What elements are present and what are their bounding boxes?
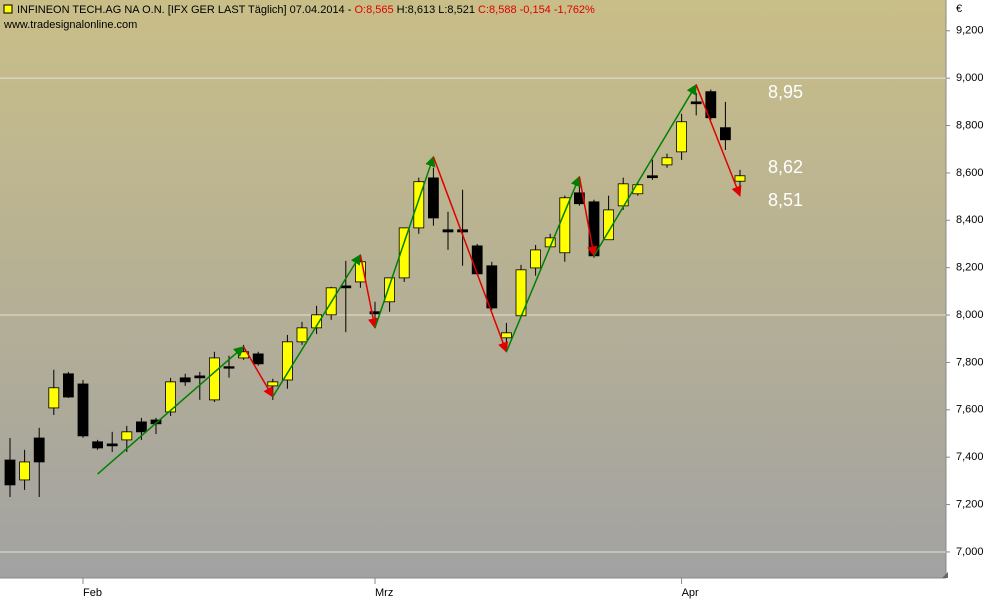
candle-body (530, 249, 541, 269)
zigzag-segment (695, 84, 742, 197)
candle-body (705, 91, 717, 119)
y-tick-label: 7,800 (956, 356, 984, 368)
candle-body (427, 177, 439, 219)
candle-body (106, 443, 118, 447)
candle-body (63, 373, 74, 398)
candle-body (19, 461, 31, 481)
resize-grip (942, 572, 948, 578)
candle-body (252, 353, 264, 365)
candle-body (121, 431, 133, 441)
candle-body (486, 265, 498, 309)
candle-body (77, 383, 89, 437)
candle-body (267, 381, 279, 387)
candle-body (413, 181, 425, 229)
subtitle: www.tradesignalonline.com (3, 19, 137, 31)
annotation: 8,62 (768, 157, 803, 177)
candle-body (135, 421, 147, 433)
zigzag-segment (272, 253, 362, 398)
annotation: 8,95 (768, 82, 803, 102)
zigzag-segment (505, 175, 581, 353)
header-high-low: H:8,613 L:8,521 (397, 4, 475, 16)
candle-body (471, 245, 483, 275)
candle-body (661, 157, 673, 166)
candle-body (194, 375, 206, 379)
candle-body (296, 327, 308, 343)
candle-body (340, 285, 352, 289)
candle-body (632, 184, 644, 195)
y-tick-label: 8,000 (956, 309, 984, 321)
y-tick-label: 8,800 (956, 119, 984, 131)
candle-body (500, 332, 512, 339)
y-axis-panel (946, 0, 1000, 600)
y-tick-label: 7,600 (956, 404, 984, 416)
x-tick-label: Apr (682, 587, 699, 599)
plot-area (0, 0, 946, 578)
candle-body (165, 381, 177, 413)
candle-body (734, 175, 746, 182)
zigzag-segment (432, 156, 509, 353)
candle-body (720, 127, 731, 141)
y-tick-label: 7,400 (956, 451, 984, 463)
candle-body (208, 357, 220, 401)
candle-body (442, 229, 454, 233)
candle-body (588, 201, 600, 257)
zigzag-segment (374, 155, 436, 329)
candle-body (281, 341, 293, 381)
header: INFINEON TECH.AG NA O.N. [IFX GER LAST T… (17, 4, 595, 16)
candle-body (603, 209, 614, 241)
candle-body (559, 197, 571, 254)
candle-body (311, 314, 323, 329)
y-tick-label: 7,000 (956, 546, 984, 558)
header-close: C:8,588 -0,154 -1,762% (478, 4, 595, 16)
y-tick-label: 7,200 (956, 498, 984, 510)
candle-body (457, 229, 469, 233)
candle-body (676, 121, 687, 153)
zigzag-segment (242, 346, 274, 398)
y-tick-label: 8,600 (956, 167, 984, 179)
x-tick-label: Mrz (375, 587, 393, 599)
zigzag-segment (578, 176, 598, 257)
candle-body (223, 366, 235, 369)
candle-body (690, 101, 702, 105)
y-tick-label: 8,400 (956, 214, 984, 226)
x-tick-label: Feb (83, 587, 102, 599)
candle-body (179, 377, 191, 383)
candle-body (647, 175, 658, 179)
candle-body (384, 277, 396, 303)
zigzag-segment (359, 254, 379, 329)
header-open: O:8,565 (354, 4, 393, 16)
candle-body (92, 441, 103, 449)
y-tick-label: 9,200 (956, 25, 984, 37)
symbol-icon (3, 4, 13, 14)
y-tick-label: 9,000 (956, 72, 984, 84)
zigzag-segment (97, 346, 245, 475)
x-axis-panel (0, 578, 946, 600)
candle-body (48, 387, 60, 409)
candle-body (33, 437, 45, 463)
candle-body (398, 227, 410, 279)
zigzag-segment (593, 83, 697, 257)
candle-body (4, 459, 16, 486)
annotation: 8,51 (768, 190, 803, 210)
currency: € (956, 3, 962, 15)
header-symbol: INFINEON TECH.AG NA O.N. [IFX GER LAST T… (17, 4, 352, 16)
candle-body (574, 192, 585, 205)
y-tick-label: 8,200 (956, 262, 984, 274)
